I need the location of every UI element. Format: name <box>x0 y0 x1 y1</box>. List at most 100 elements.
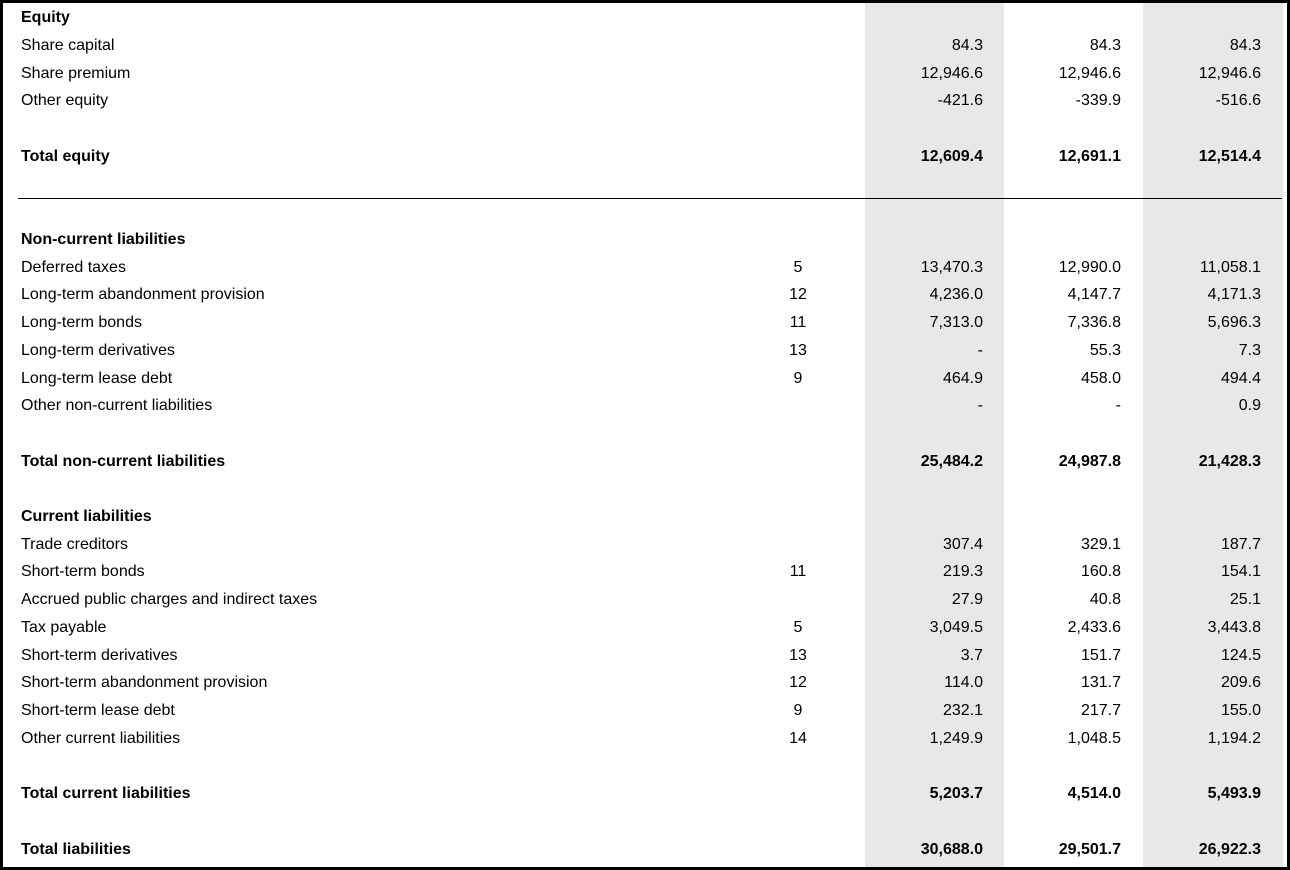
row-label: Other current liabilities <box>21 730 181 747</box>
table-row: Other non-current liabilities - - 0.9 <box>3 394 1287 418</box>
table-row: Short-term bonds 11 219.3 160.8 154.1 <box>3 560 1287 584</box>
row-value-3: 155.0 <box>1220 702 1261 719</box>
row-value-3: 494.4 <box>1220 370 1261 387</box>
row-label: Long-term lease debt <box>21 370 173 387</box>
row-value-2: 12,946.6 <box>1058 65 1121 82</box>
heading-label: Non-current liabilities <box>21 231 186 248</box>
row-value-2: 4,147.7 <box>1067 286 1121 303</box>
row-note: 14 <box>789 730 807 747</box>
row-note: 9 <box>793 702 803 719</box>
row-label: Short-term lease debt <box>21 702 175 719</box>
total-value-2: 29,501.7 <box>1058 841 1121 858</box>
row-value-1: 3.7 <box>960 647 983 664</box>
row-value-2: 131.7 <box>1080 674 1121 691</box>
row-value-3: 84.3 <box>1229 37 1261 54</box>
row-value-1: 4,236.0 <box>929 286 983 303</box>
row-value-2: 160.8 <box>1080 563 1121 580</box>
row-value-2: 1,048.5 <box>1067 730 1121 747</box>
row-label: Long-term bonds <box>21 314 142 331</box>
row-value-1: 12,946.6 <box>920 65 983 82</box>
row-value-2: 12,990.0 <box>1058 259 1121 276</box>
total-label: Total liabilities <box>21 841 131 858</box>
row-value-2: 84.3 <box>1089 37 1121 54</box>
row-value-1: 1,249.9 <box>929 730 983 747</box>
table-row: Short-term derivatives 13 3.7 151.7 124.… <box>3 644 1287 668</box>
table-row: Share capital 84.3 84.3 84.3 <box>3 34 1287 58</box>
total-value-3: 21,428.3 <box>1198 453 1261 470</box>
row-value-1: 27.9 <box>951 591 983 608</box>
row-value-3: 11,058.1 <box>1199 259 1261 276</box>
shaded-column-1 <box>865 3 1004 867</box>
row-value-2: 55.3 <box>1089 342 1121 359</box>
row-note: 9 <box>793 370 803 387</box>
row-label: Trade creditors <box>21 536 128 553</box>
table-row: Short-term lease debt 9 232.1 217.7 155.… <box>3 699 1287 723</box>
table-row: Long-term bonds 11 7,313.0 7,336.8 5,696… <box>3 311 1287 335</box>
row-value-1: - <box>977 397 983 414</box>
row-value-3: 124.5 <box>1220 647 1261 664</box>
row-value-1: 84.3 <box>951 37 983 54</box>
row-value-2: 329.1 <box>1080 536 1121 553</box>
total-value-2: 12,691.1 <box>1058 148 1121 165</box>
row-label: Other non-current liabilities <box>21 397 213 414</box>
row-value-2: 151.7 <box>1080 647 1121 664</box>
row-value-1: 114.0 <box>944 674 983 691</box>
total-value-3: 12,514.4 <box>1198 148 1261 165</box>
row-value-3: 4,171.3 <box>1207 286 1261 303</box>
table-row: Long-term lease debt 9 464.9 458.0 494.4 <box>3 367 1287 391</box>
row-note: 5 <box>793 259 803 276</box>
total-label: Total equity <box>21 148 110 165</box>
row-value-3: 12,946.6 <box>1198 65 1261 82</box>
total-value-2: 24,987.8 <box>1058 453 1121 470</box>
total-row-liabilities: Total liabilities 30,688.0 29,501.7 26,9… <box>3 838 1287 862</box>
table-row: Deferred taxes 5 13,470.3 12,990.0 11,05… <box>3 256 1287 280</box>
row-value-2: - <box>1115 397 1121 414</box>
row-note: 5 <box>793 619 803 636</box>
row-label: Share capital <box>21 37 115 54</box>
total-value-1: 30,688.0 <box>920 841 983 858</box>
row-value-1: 464.9 <box>942 370 983 387</box>
row-label: Long-term abandonment provision <box>21 286 265 303</box>
row-label: Deferred taxes <box>21 259 126 276</box>
table-row: Trade creditors 307.4 329.1 187.7 <box>3 533 1287 557</box>
row-value-2: 217.7 <box>1080 702 1121 719</box>
row-note: 12 <box>789 674 807 691</box>
shaded-column-3 <box>1143 3 1283 867</box>
row-value-2: 458.0 <box>1080 370 1121 387</box>
total-row-current-liabilities: Total current liabilities 5,203.7 4,514.… <box>3 782 1287 806</box>
section-heading-equity: Equity <box>3 6 1287 30</box>
row-value-3: 3,443.8 <box>1207 619 1261 636</box>
row-value-3: 0.9 <box>1238 397 1261 414</box>
row-value-3: -516.6 <box>1215 92 1261 109</box>
table-row: Accrued public charges and indirect taxe… <box>3 588 1287 612</box>
row-value-2: -339.9 <box>1075 92 1121 109</box>
row-value-1: 3,049.5 <box>929 619 983 636</box>
row-value-1: 219.3 <box>942 563 983 580</box>
row-note: 11 <box>789 563 807 580</box>
row-label: Short-term bonds <box>21 563 145 580</box>
row-value-1: 13,470.3 <box>920 259 983 276</box>
row-value-3: 154.1 <box>1220 563 1261 580</box>
row-label: Other equity <box>21 92 109 109</box>
row-value-2: 7,336.8 <box>1067 314 1121 331</box>
row-value-1: 307.4 <box>942 536 983 553</box>
row-note: 12 <box>789 286 807 303</box>
total-value-1: 12,609.4 <box>920 148 983 165</box>
row-value-3: 1,194.2 <box>1207 730 1261 747</box>
row-label: Share premium <box>21 65 131 82</box>
row-value-3: 209.6 <box>1220 674 1261 691</box>
row-label: Short-term derivatives <box>21 647 178 664</box>
row-label: Short-term abandonment provision <box>21 674 268 691</box>
row-value-2: 40.8 <box>1089 591 1121 608</box>
total-value-1: 25,484.2 <box>920 453 983 470</box>
table-row: Long-term derivatives 13 - 55.3 7.3 <box>3 339 1287 363</box>
heading-label: Equity <box>21 9 70 26</box>
table-row: Short-term abandonment provision 12 114.… <box>3 671 1287 695</box>
total-value-3: 5,493.9 <box>1207 785 1261 802</box>
heading-label: Current liabilities <box>21 508 152 525</box>
row-value-3: 5,696.3 <box>1207 314 1261 331</box>
section-heading-non-current-liabilities: Non-current liabilities <box>3 228 1287 252</box>
section-divider <box>18 198 1282 199</box>
row-label: Long-term derivatives <box>21 342 175 359</box>
